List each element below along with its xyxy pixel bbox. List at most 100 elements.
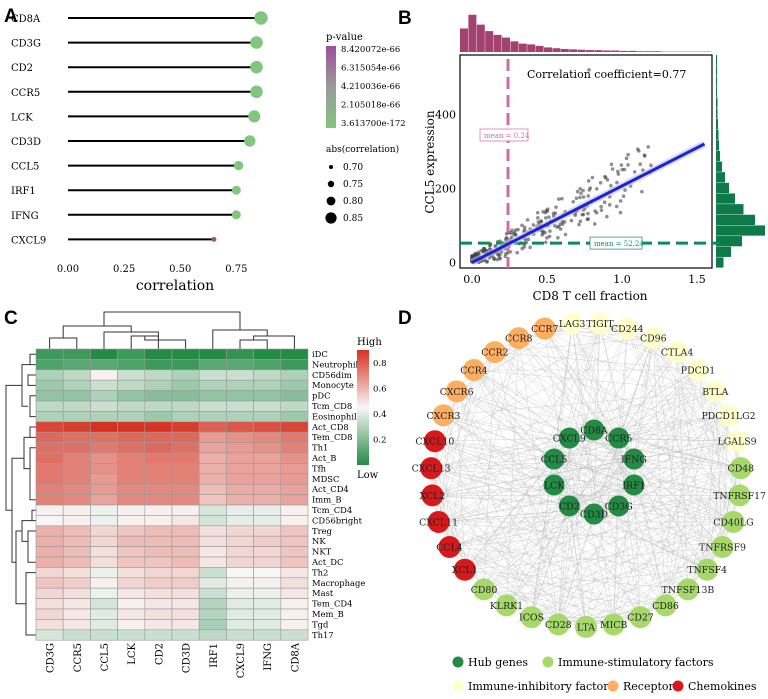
heatmap-cell [226, 390, 254, 402]
heatmap-colorbar [357, 350, 369, 465]
network-node-xcl2 [421, 484, 444, 507]
heatmap-cell [198, 431, 227, 443]
row-dendrogram-branch [27, 374, 36, 386]
network-node-lck [543, 474, 565, 496]
right-histogram-bar-1 [716, 65, 717, 76]
network-edge [431, 415, 729, 469]
top-histogram-bar-20 [628, 50, 636, 52]
network-node-ctla4 [666, 341, 689, 364]
network-node-label-cd3d: CD3D [580, 510, 608, 521]
heatmap-cell [280, 546, 309, 558]
network-edge [483, 440, 738, 590]
right-histogram-bar-5 [716, 108, 718, 119]
network-edge [569, 484, 635, 507]
heatmap-cell [117, 546, 146, 558]
column-dendrogram-branch [144, 336, 187, 349]
heatmap-cell [280, 473, 309, 485]
x-tick-label-1: 0.5 [538, 273, 556, 286]
heatmap-cell [198, 369, 227, 381]
network-node-tnfrsf9 [711, 535, 734, 558]
heatmap-cell [117, 556, 146, 568]
network-edge [531, 328, 628, 618]
network-edge [438, 437, 619, 523]
heatmap-cell [90, 629, 118, 641]
top-histogram-bar-22 [644, 51, 653, 52]
heatmap-cell [171, 463, 200, 475]
network-node-tnfsf4 [696, 558, 719, 581]
network-edge [518, 337, 740, 496]
network-node-label-icos: ICOS [519, 613, 544, 624]
column-dendrogram-branch [253, 335, 295, 349]
network-edge [432, 495, 587, 628]
heatmap-row-label: Act_DC [311, 557, 343, 568]
network-edge [569, 505, 587, 627]
network-edge [438, 521, 666, 606]
heatmap-cell [62, 494, 91, 506]
heatmap-cell [171, 598, 200, 610]
network-edge [653, 338, 740, 496]
scatter-point [497, 255, 502, 260]
heatmap-cell [144, 556, 173, 568]
heatmap-cell [35, 546, 64, 558]
network-edge [473, 328, 545, 371]
network-node-label-irf1: IRF1 [622, 480, 645, 491]
mean-x-label-box [479, 128, 529, 142]
network-edge [494, 352, 559, 625]
heatmap-cell [198, 411, 227, 423]
scatter-point [556, 197, 561, 201]
heatmap-cell [171, 431, 200, 443]
row-dendrogram-branch [29, 447, 36, 501]
heatmap-cell [171, 619, 200, 631]
heatmap-cell [226, 535, 254, 547]
heatmap-cell [253, 494, 282, 506]
heatmap-cell [280, 379, 309, 391]
scatter-point [515, 250, 520, 255]
right-histogram-bar-0 [716, 55, 717, 66]
y-tick-label-ifng: IFNG [11, 211, 39, 222]
heatmap-row-label: Tem_CD8 [312, 432, 352, 443]
mean-y-label-box [589, 236, 643, 250]
scatter-point [536, 216, 540, 220]
heatmap-cell [144, 504, 173, 516]
heatmap-cell [117, 379, 146, 391]
network-node-cd80 [473, 578, 496, 601]
heatmap-cell [62, 473, 91, 485]
heatmap-cell [171, 515, 200, 527]
heatmap-cell [117, 525, 146, 537]
heatmap-cell [226, 411, 254, 423]
legend-label-stimulatory: Immune-stimulatory factors [558, 656, 714, 669]
heatmap-cell [226, 515, 254, 527]
network-edge [434, 441, 439, 522]
heatmap-cell [117, 473, 146, 485]
heatmap-cell [198, 619, 227, 631]
pvalue-legend-tick-2: 4.210036e-66 [341, 82, 400, 92]
network-edge [494, 351, 740, 496]
scatter-point [558, 227, 563, 231]
heatmap-cell [226, 431, 254, 443]
y-tick-label-cd3g: CD3G [11, 39, 41, 50]
heatmap-cell [198, 463, 227, 475]
panel-letter-c: C [4, 308, 18, 329]
top-histogram-bar-12 [560, 48, 569, 52]
heatmap-cell [253, 577, 282, 589]
heatmap-cell [280, 359, 309, 371]
legend-swatch-chemokine [672, 680, 684, 692]
heatmap-row-label: Tem_CD4 [312, 599, 352, 610]
network-edge [618, 369, 699, 439]
heatmap-cell [171, 400, 200, 412]
top-histogram-bar-15 [586, 50, 594, 52]
network-edge [483, 495, 740, 590]
network-edge [456, 391, 559, 625]
legend-swatch-stimulatory [542, 656, 554, 668]
network-edge [494, 351, 595, 515]
heatmap-cell [117, 348, 146, 360]
heatmap-cell [35, 515, 64, 527]
heatmap-cell [253, 608, 282, 620]
pvalue-legend-title: p-value [326, 32, 363, 43]
scatter-point [616, 172, 621, 176]
row-dendrogram-branch [11, 457, 24, 563]
scatter-point [536, 220, 541, 224]
size-legend-dot-1 [327, 180, 335, 188]
heatmap-cell [90, 359, 118, 371]
network-node-ccr4 [462, 359, 485, 382]
